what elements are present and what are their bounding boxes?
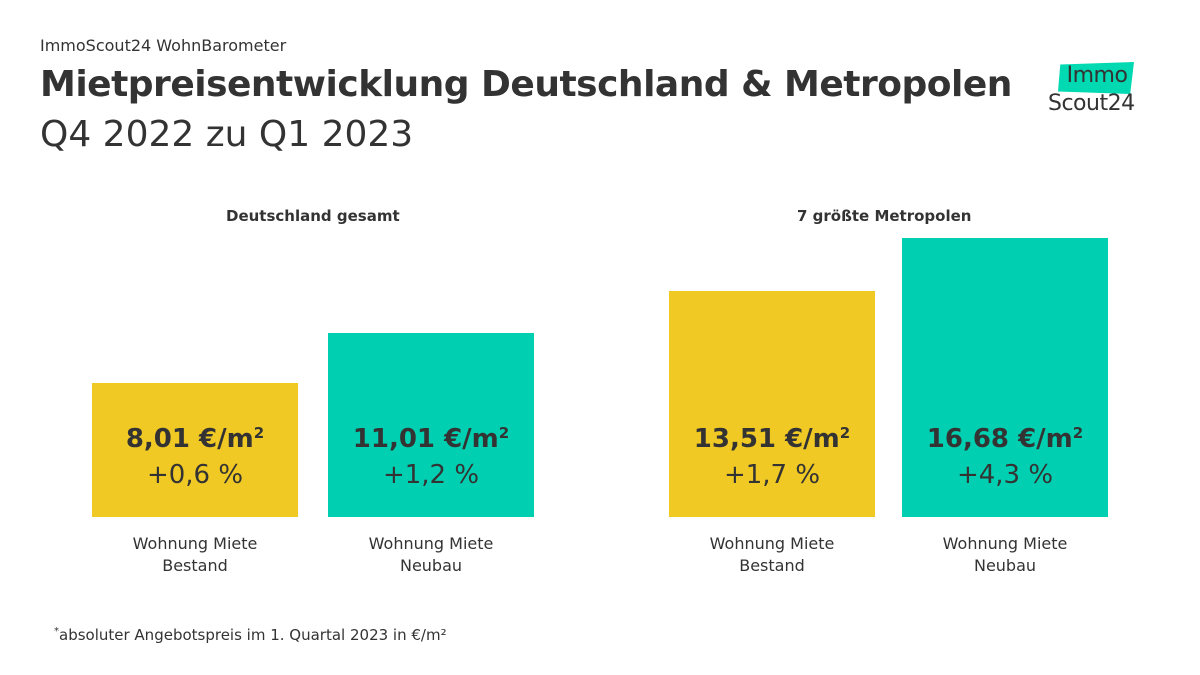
- logo-immo-text: Immo: [1066, 63, 1128, 88]
- category-label-line1: Wohnung Miete: [132, 534, 258, 553]
- logo-badge-shape: [1058, 62, 1134, 94]
- page-subtitle: Q4 2022 zu Q1 2023: [40, 114, 414, 155]
- footnote-marker: *: [54, 626, 59, 637]
- kicker-text: ImmoScout24 WohnBarometer: [40, 36, 287, 55]
- bar-2-1: [669, 291, 875, 517]
- bar-data-label: 8,01 €/m2 +0,6 %: [92, 424, 298, 490]
- category-label: Wohnung Miete Bestand: [669, 533, 875, 577]
- unit-superscript: 2: [498, 424, 510, 442]
- bar-change-label: +1,2 %: [382, 460, 480, 490]
- unit-superscript: 2: [1072, 424, 1084, 442]
- category-label: Wohnung Miete Bestand: [92, 533, 298, 577]
- bar-data-label: 13,51 €/m2 +1,7 %: [669, 424, 875, 490]
- footnote: *absoluter Angebotspreis im 1. Quartal 2…: [54, 626, 447, 644]
- category-label-line1: Wohnung Miete: [709, 534, 835, 553]
- unit-superscript: 2: [253, 424, 265, 442]
- category-label-line2: Bestand: [162, 556, 228, 575]
- bar-value-label: 13,51 €/m2: [693, 424, 851, 454]
- page-title: Mietpreisentwicklung Deutschland & Metro…: [40, 64, 1012, 105]
- bar-value-label: 16,68 €/m2: [926, 424, 1084, 454]
- category-label-line2: Bestand: [739, 556, 805, 575]
- bar-data-label: 16,68 €/m2 +4,3 %: [902, 424, 1108, 490]
- group-title-1: Deutschland gesamt: [226, 207, 400, 225]
- category-label: Wohnung Miete Neubau: [328, 533, 534, 577]
- bar-value-label: 11,01 €/m2: [352, 424, 510, 454]
- bar-value-label: 8,01 €/m2: [125, 424, 265, 454]
- bar-change-label: +4,3 %: [956, 460, 1054, 490]
- category-label-line1: Wohnung Miete: [942, 534, 1068, 553]
- logo-scout-text: Scout24: [1048, 91, 1135, 116]
- bar-change-label: +1,7 %: [723, 460, 821, 490]
- bar-data-label: 11,01 €/m2 +1,2 %: [328, 424, 534, 490]
- category-label-line1: Wohnung Miete: [368, 534, 494, 553]
- category-label-line2: Neubau: [399, 556, 463, 575]
- bar-change-label: +0,6 %: [146, 460, 244, 490]
- immoscout24-logo: Immo Scout24: [1046, 60, 1146, 120]
- unit-superscript: 2: [839, 424, 851, 442]
- bar-1-2: [328, 333, 534, 517]
- category-label: Wohnung Miete Neubau: [902, 533, 1108, 577]
- bar-1-1: [92, 383, 298, 517]
- bar-2-2: [902, 238, 1108, 517]
- footnote-text: absoluter Angebotspreis im 1. Quartal 20…: [59, 626, 447, 644]
- category-label-line2: Neubau: [973, 556, 1037, 575]
- group-title-2: 7 größte Metropolen: [797, 207, 972, 225]
